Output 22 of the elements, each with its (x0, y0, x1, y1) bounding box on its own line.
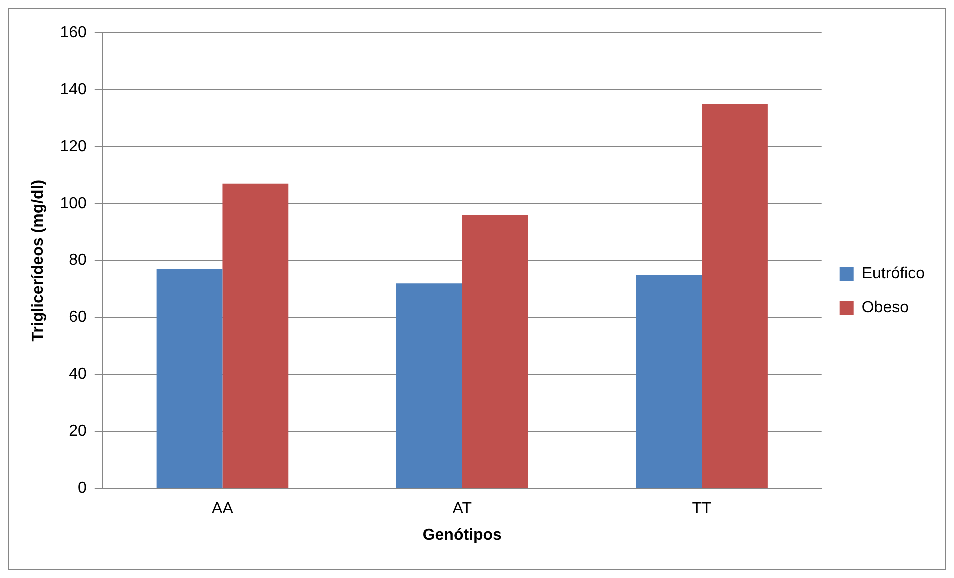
y-tick-label: 100 (60, 195, 87, 212)
y-tick-label: 60 (69, 309, 87, 326)
bar (462, 215, 528, 488)
y-tick-label: 80 (69, 252, 87, 270)
bar (702, 104, 768, 488)
y-tick-label: 40 (69, 366, 87, 384)
legend-label: Obeso (862, 299, 910, 316)
bar (636, 275, 702, 488)
x-tick-label: AA (212, 500, 234, 518)
x-tick-label: TT (692, 500, 712, 518)
bar (396, 284, 462, 488)
bar (222, 184, 289, 488)
bar (156, 269, 223, 488)
y-tick-label: 120 (60, 138, 87, 156)
x-tick-label: AT (452, 500, 472, 518)
x-axis-title: Genótipos (422, 526, 502, 544)
y-axis-title: Triglicerídeos (mg/dl) (30, 180, 48, 342)
y-tick-label: 0 (78, 480, 87, 498)
y-tick-label: 140 (60, 81, 87, 98)
y-tick-label: 160 (60, 24, 87, 42)
legend-label: Eutrófico (862, 265, 926, 282)
y-tick-label: 20 (69, 423, 87, 440)
